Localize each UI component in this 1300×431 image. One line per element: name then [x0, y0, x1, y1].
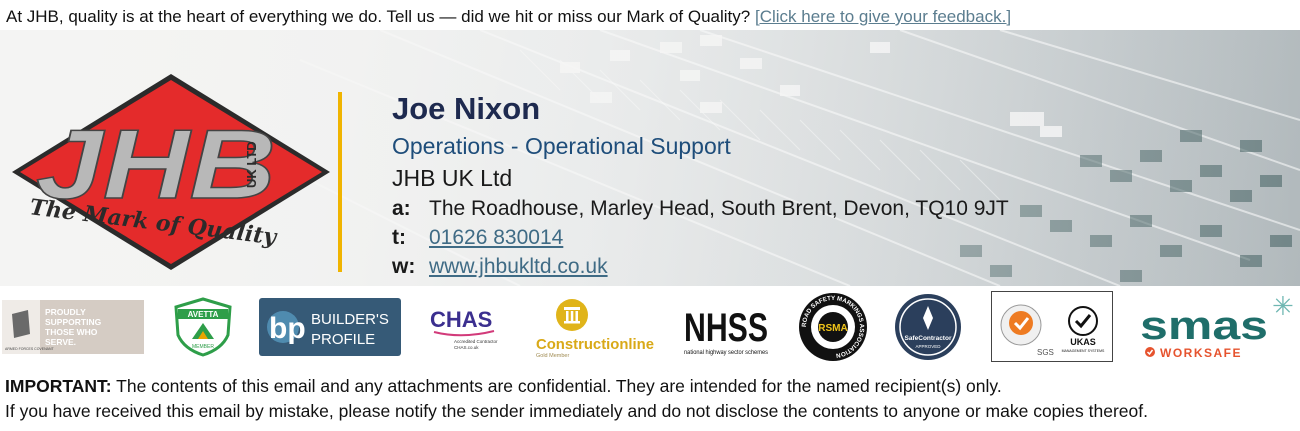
feedback-prompt: At JHB, quality is at the heart of every… [6, 6, 1011, 28]
important-label: IMPORTANT: [5, 376, 112, 396]
avetta-name: AVETTA [188, 310, 219, 319]
star-icon: ✳ [1272, 292, 1294, 322]
avetta-sub: MEMBER [192, 344, 214, 350]
constructionline-name: Constructionline [536, 336, 654, 353]
covenant-sub: ARMED FORCES COVENANT [5, 347, 54, 351]
constructionline-gold-badge: Constructionline Gold Member [536, 299, 654, 359]
safecontractor-sub: APPROVED [915, 344, 941, 349]
logo-divider [338, 92, 342, 272]
smas-sub: WORKSAFE [1160, 346, 1242, 360]
ukas-label: UKAS [1070, 337, 1096, 347]
contact-name: Joe Nixon [392, 91, 541, 126]
smas-name: smas [1140, 304, 1268, 348]
feedback-intro-text: At JHB, quality is at the heart of every… [6, 7, 751, 26]
accreditation-strip: ARMED FORCES COVENANT PROUDLY SUPPORTING… [0, 287, 1300, 367]
website-row: w: www.jhbukltd.co.uk [392, 252, 1009, 281]
address-value: The Roadhouse, Marley Head, South Brent,… [429, 197, 1009, 220]
avetta-member-badge: AVETTA MEMBER [174, 297, 232, 357]
builders-profile-badge: bp BUILDER'S PROFILE [259, 298, 401, 356]
builders-profile-mark: bp [269, 312, 306, 345]
website-link[interactable]: www.jhbukltd.co.uk [429, 255, 608, 278]
phone-row: t: 01626 830014 [392, 223, 1009, 252]
notice-line-2: If you have received this email by mista… [5, 401, 1148, 421]
feedback-link[interactable]: [Click here to give your feedback.] [754, 7, 1012, 26]
nhss-name: NHSS [684, 306, 768, 350]
armed-forces-covenant-badge: ARMED FORCES COVENANT PROUDLY SUPPORTING… [2, 300, 144, 354]
contact-role: Operations - Operational Support [392, 133, 731, 159]
covenant-line-4: SERVE. [45, 337, 76, 347]
signature-banner: JHB UK LTD The Mark of Quality Joe Nixon… [0, 30, 1300, 286]
jhb-logo: JHB UK LTD The Mark of Quality [12, 74, 330, 270]
nhss-badge: NHSS national highway sector schemes [684, 306, 768, 356]
notice-line-1: IMPORTANT: The contents of this email an… [5, 374, 1148, 399]
sgs-ukas-badge: SGS UKAS MANAGEMENT SYSTEMS [991, 291, 1113, 362]
logo-suffix: UK LTD [244, 141, 259, 188]
builders-profile-line1: BUILDER'S [311, 311, 389, 328]
chas-badge: CHAS Accredited Contractor CHAS.co.uk [430, 307, 498, 350]
ukas-sub: MANAGEMENT SYSTEMS [1062, 349, 1105, 353]
website-label: w: [392, 255, 416, 278]
chas-sub-1: Accredited Contractor [454, 339, 498, 344]
nhss-sub: national highway sector schemes [684, 350, 768, 356]
phone-link[interactable]: 01626 830014 [429, 226, 564, 249]
phone-label: t: [392, 226, 406, 249]
address-row: a: The Roadhouse, Marley Head, South Bre… [392, 194, 1009, 223]
covenant-line-3: THOSE WHO [45, 327, 98, 337]
sgs-label: SGS [1037, 348, 1054, 357]
rsma-letters: RSMA [818, 323, 847, 334]
chas-name: CHAS [430, 307, 492, 332]
covenant-line-1: PROUDLY [45, 307, 86, 317]
covenant-line-2: SUPPORTING [45, 317, 102, 327]
rsma-badge: ROAD SAFETY MARKINGS ASSOCIATION RSMA [799, 293, 867, 361]
constructionline-sub: Gold Member [536, 353, 569, 359]
safecontractor-name: SafeContractor [905, 335, 952, 342]
logo-letters: JHB [36, 109, 276, 219]
confidentiality-notice: IMPORTANT: The contents of this email an… [5, 374, 1148, 424]
builders-profile-line2: PROFILE [311, 331, 375, 348]
notice-line-1-text: The contents of this email and any attac… [116, 376, 1002, 396]
address-label: a: [392, 197, 411, 220]
contact-card: Joe Nixon Operations - Operational Suppo… [392, 90, 1009, 281]
chas-sub-2: CHAS.co.uk [454, 345, 479, 350]
contact-company: JHB UK Ltd [392, 165, 513, 191]
smas-worksafe-badge: smas ✳ WORKSAFE [1140, 292, 1294, 360]
safecontractor-badge: SafeContractor APPROVED [895, 294, 961, 360]
